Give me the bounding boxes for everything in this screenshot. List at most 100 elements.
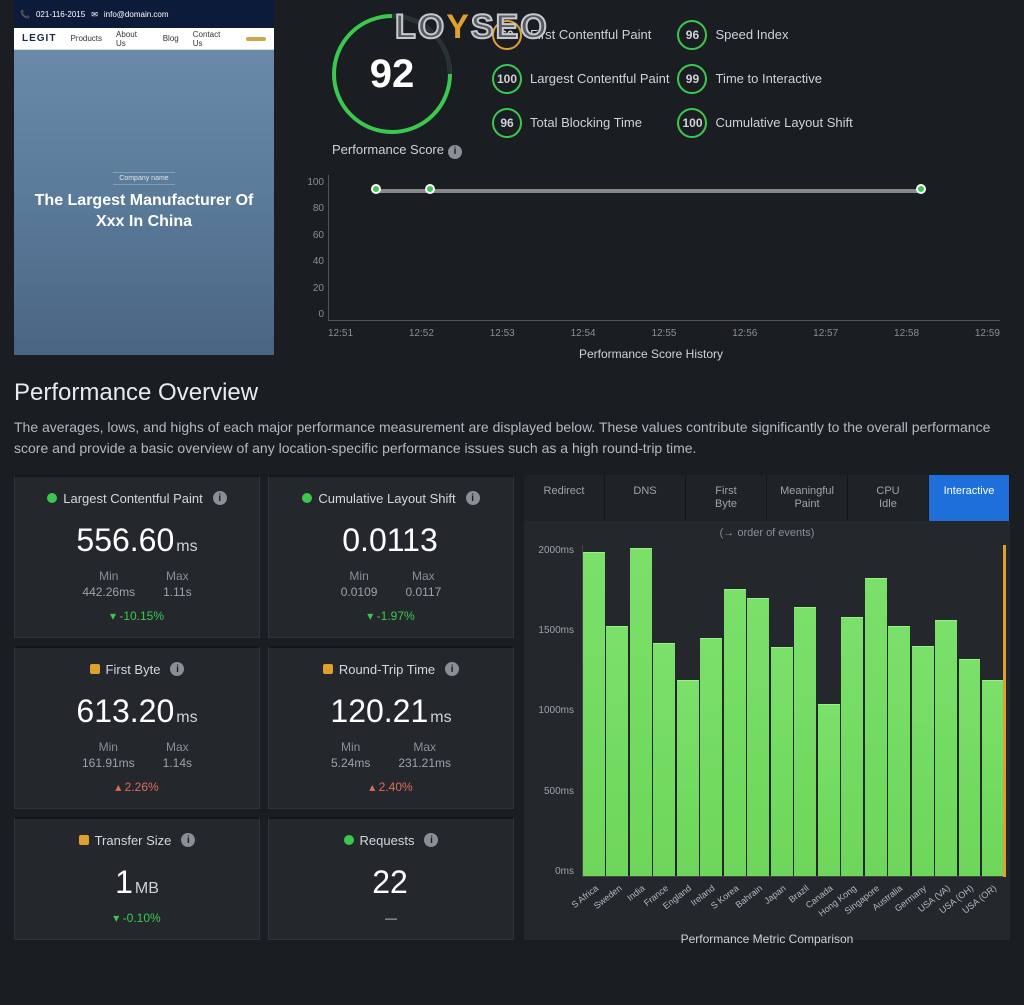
metric-delta: ▾ -0.10%	[25, 911, 249, 925]
metric-card: Round-Trip Timei 120.21ms Min5.24msMax23…	[268, 646, 514, 809]
comparison-bar[interactable]	[771, 647, 793, 876]
metric-value: 556.60ms	[25, 522, 249, 559]
metric-label: First Contentful Paint	[530, 27, 669, 44]
comparison-bar[interactable]	[606, 626, 628, 876]
metric-badge: 96	[677, 20, 707, 50]
info-icon[interactable]: i	[448, 145, 462, 159]
metric-delta: ▴ 2.26%	[25, 780, 249, 794]
metric-value: 613.20ms	[25, 693, 249, 730]
comparison-bar[interactable]	[912, 646, 934, 876]
history-data-point[interactable]	[425, 184, 435, 194]
status-dot	[344, 835, 354, 845]
comparison-x-labels: S AfricaSwedenIndiaFranceEnglandIrelandS…	[582, 879, 1004, 925]
overview-text: The averages, lows, and highs of each ma…	[14, 417, 1010, 459]
info-icon[interactable]: i	[466, 491, 480, 505]
info-icon[interactable]: i	[170, 662, 184, 676]
comparison-bar[interactable]	[935, 620, 957, 876]
comparison-bar[interactable]	[888, 626, 910, 876]
metric-card-title: Requestsi	[279, 833, 503, 848]
comparison-tab[interactable]: Redirect	[524, 475, 605, 521]
status-dot	[323, 664, 333, 674]
status-dot	[79, 835, 89, 845]
history-y-axis: 100806040200	[292, 175, 328, 345]
metric-comparison-panel: RedirectDNSFirstByteMeaningfulPaintCPUId…	[524, 475, 1010, 940]
metric-label: Speed Index	[715, 27, 854, 44]
metric-delta: —	[279, 911, 503, 925]
comparison-tab[interactable]: DNS	[605, 475, 686, 521]
preview-headline: The Largest Manufacturer Of Xxx In China	[34, 191, 254, 233]
comparison-bar[interactable]	[959, 659, 981, 876]
comparison-bar[interactable]	[865, 578, 887, 876]
preview-cta-button	[246, 37, 266, 41]
metric-cards-grid: Largest Contentful Painti 556.60ms Min44…	[14, 475, 514, 940]
history-chart-title: Performance Score History	[292, 347, 1010, 361]
metric-delta: ▾ -10.15%	[25, 609, 249, 623]
comparison-bar[interactable]	[818, 704, 840, 876]
metric-card-title: Largest Contentful Painti	[25, 491, 249, 506]
comparison-chart-title: Performance Metric Comparison	[524, 932, 1010, 946]
comparison-bar[interactable]	[841, 617, 863, 876]
metric-value: 120.21ms	[279, 693, 503, 730]
metric-card-title: Cumulative Layout Shifti	[279, 491, 503, 506]
comparison-bar[interactable]	[700, 638, 722, 876]
comparison-tabs: RedirectDNSFirstByteMeaningfulPaintCPUId…	[524, 475, 1010, 521]
site-preview-thumbnail[interactable]: 📞021-116-2015 ✉info@domain.com LEGIT Pro…	[14, 0, 274, 355]
comparison-tab[interactable]: CPUIdle	[848, 475, 929, 521]
metric-card-title: Transfer Sizei	[25, 833, 249, 848]
info-icon[interactable]: i	[445, 662, 459, 676]
metric-card: Transfer Sizei 1MB ▾ -0.10%	[14, 817, 260, 940]
metric-badge: 96	[492, 108, 522, 138]
preview-brand: LEGIT	[22, 33, 56, 44]
comparison-bar[interactable]	[677, 680, 699, 876]
info-icon[interactable]: i	[213, 491, 227, 505]
metric-badge: 99	[677, 64, 707, 94]
preview-navbar: LEGIT Products About Us Blog Contact Us	[14, 28, 274, 50]
metric-label: Total Blocking Time	[530, 115, 669, 132]
score-metrics-grid: 60 First Contentful Paint 96 Speed Index 100…	[492, 14, 855, 159]
metric-delta: ▾ -1.97%	[279, 609, 503, 623]
history-data-point[interactable]	[371, 184, 381, 194]
metric-value: 0.0113	[279, 522, 503, 559]
performance-score-gauge: 92 Performance Scorei	[332, 14, 462, 159]
highlight-marker	[1003, 545, 1006, 877]
metric-label: Largest Contentful Paint	[530, 71, 669, 88]
metric-delta: ▴ 2.40%	[279, 780, 503, 794]
comparison-bar[interactable]	[794, 607, 816, 876]
metric-card-title: Round-Trip Timei	[279, 662, 503, 677]
preview-hero: Company name The Largest Manufacturer Of…	[14, 50, 274, 355]
metric-card: Requestsi 22 —	[268, 817, 514, 940]
metric-badge: 60	[492, 20, 522, 50]
comparison-bar[interactable]	[583, 552, 605, 875]
comparison-tab[interactable]: MeaningfulPaint	[767, 475, 848, 521]
comparison-bar[interactable]	[653, 643, 675, 876]
status-dot	[302, 493, 312, 503]
preview-topbar: 📞021-116-2015 ✉info@domain.com	[14, 0, 274, 28]
history-data-point[interactable]	[916, 184, 926, 194]
info-icon[interactable]: i	[181, 833, 195, 847]
metric-card: Cumulative Layout Shifti 0.0113 Min0.010…	[268, 475, 514, 638]
metric-value: 22	[279, 864, 503, 901]
comparison-bar-label: Japan	[762, 883, 787, 906]
status-dot	[47, 493, 57, 503]
comparison-bar[interactable]	[630, 548, 652, 876]
comparison-bar[interactable]	[747, 598, 769, 876]
overview-heading: Performance Overview	[14, 379, 1010, 407]
comparison-tab[interactable]: Interactive	[929, 475, 1010, 521]
history-chart: 100806040200 12:5112:5212:5312:5412:5512…	[292, 175, 1010, 345]
metric-card: Largest Contentful Painti 556.60ms Min44…	[14, 475, 260, 638]
order-of-events-label: (→ order of events)	[524, 521, 1010, 545]
metric-badge: 100	[677, 108, 707, 138]
performance-score-value: 92	[370, 52, 415, 97]
metric-card-title: First Bytei	[25, 662, 249, 677]
comparison-bars	[582, 545, 1004, 877]
comparison-tab[interactable]: FirstByte	[686, 475, 767, 521]
metric-value: 1MB	[25, 864, 249, 901]
status-dot	[90, 664, 100, 674]
comparison-bar[interactable]	[724, 589, 746, 876]
info-icon[interactable]: i	[424, 833, 438, 847]
comparison-bar[interactable]	[982, 680, 1004, 876]
comparison-y-axis: 2000ms1500ms1000ms500ms0ms	[530, 545, 578, 877]
metric-badge: 100	[492, 64, 522, 94]
metric-label: Cumulative Layout Shift	[715, 115, 854, 132]
metric-card: First Bytei 613.20ms Min161.91msMax1.14s…	[14, 646, 260, 809]
